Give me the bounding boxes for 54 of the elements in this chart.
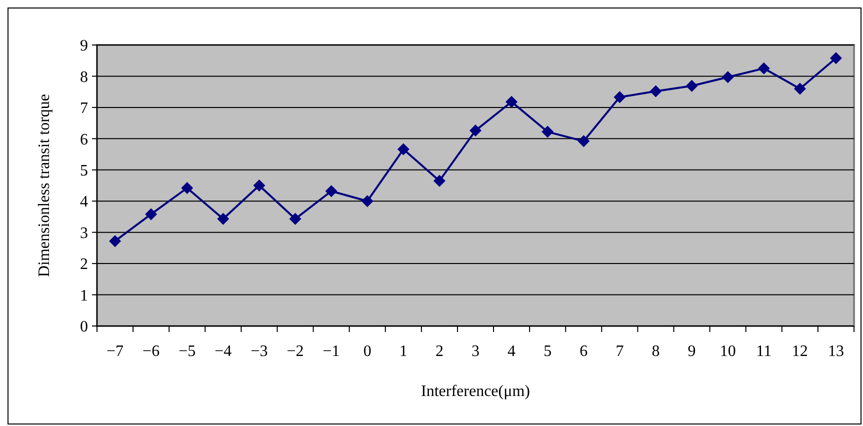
y-tick-label: 6 — [80, 131, 88, 148]
y-tick-label: 7 — [80, 100, 88, 118]
point — [433, 174, 446, 187]
x-tick-label: 0 — [363, 343, 372, 360]
x-tick-label: 5 — [544, 343, 552, 360]
y-tick-label: 0 — [80, 318, 88, 336]
x-tick-label: 4 — [508, 343, 516, 360]
point — [542, 126, 554, 138]
point — [686, 80, 698, 92]
x-tick-label: 8 — [652, 343, 660, 360]
x-axis-title: Interference(μm) — [421, 383, 530, 400]
point — [361, 195, 374, 208]
x-tick-label: 13 — [828, 343, 844, 360]
y-tick-label: 4 — [80, 194, 88, 211]
point — [650, 85, 662, 98]
point — [145, 208, 158, 220]
point — [614, 91, 626, 104]
x-tick-label: 3 — [472, 343, 480, 360]
x-tick-label: 11 — [756, 343, 772, 360]
point — [253, 180, 266, 192]
point — [217, 212, 230, 225]
x-tick-label: −5 — [178, 343, 196, 360]
y-tick-label: 2 — [80, 256, 88, 274]
y-tick-label: 3 — [80, 224, 88, 242]
point — [506, 96, 518, 108]
x-tick-label: −6 — [142, 343, 160, 360]
y-tick-label: 8 — [80, 68, 88, 86]
x-tick-label: 1 — [399, 343, 408, 360]
point — [578, 135, 590, 148]
y-tick-label: 9 — [80, 38, 88, 55]
x-tick-label: 10 — [720, 343, 736, 360]
point — [289, 212, 302, 225]
point — [470, 124, 482, 137]
point — [325, 185, 338, 198]
x-tick-label: −3 — [250, 343, 268, 360]
x-tick-label: 7 — [616, 343, 624, 360]
point — [109, 235, 122, 248]
point — [181, 182, 194, 194]
x-tick-label: 9 — [688, 343, 696, 360]
point — [397, 143, 410, 156]
y-tick-label: 1 — [80, 287, 88, 304]
x-tick-label: −4 — [214, 343, 232, 360]
x-tick-label: −2 — [286, 343, 304, 360]
point — [794, 82, 806, 95]
x-tick-label: 12 — [792, 343, 808, 360]
x-tick-label: 2 — [435, 343, 444, 360]
x-tick-label: −7 — [106, 343, 124, 360]
point — [722, 71, 734, 84]
y-tick-label: 5 — [80, 162, 88, 180]
point — [758, 62, 770, 74]
x-tick-label: 6 — [580, 343, 588, 360]
point — [830, 52, 842, 64]
y-axis-title: Dimensionless transit torque — [36, 94, 53, 278]
x-tick-label: −1 — [322, 343, 340, 360]
